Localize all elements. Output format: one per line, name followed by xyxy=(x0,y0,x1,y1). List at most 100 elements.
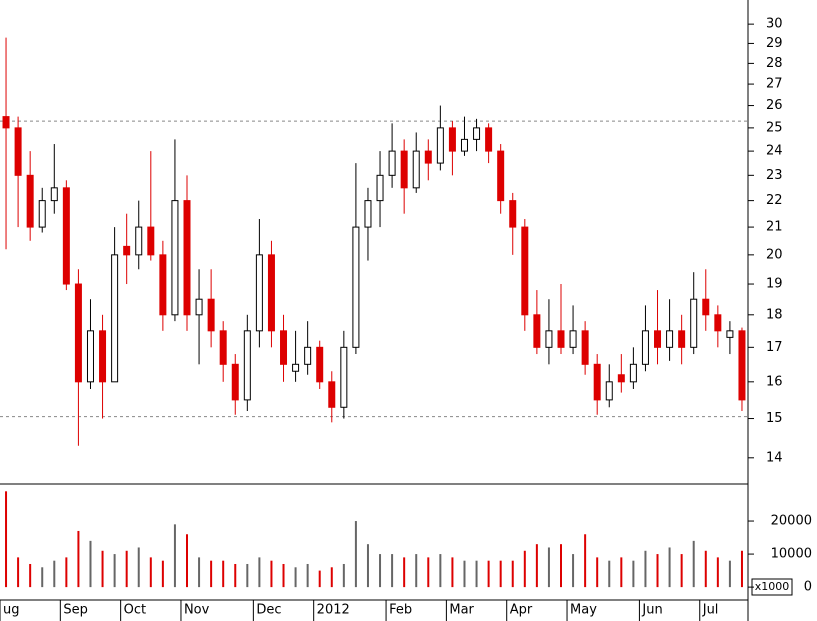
volume-bar xyxy=(330,567,333,588)
volume-bar xyxy=(173,524,176,588)
candle-body xyxy=(219,330,227,365)
candle-body xyxy=(135,226,143,256)
x-tick-label: Jul xyxy=(702,603,719,618)
x-tick-label: ug xyxy=(3,603,20,618)
volume-bar xyxy=(704,550,707,588)
candle-body xyxy=(328,381,336,408)
candle-body xyxy=(509,200,517,228)
volume-bar xyxy=(656,554,659,588)
volume-bar xyxy=(728,560,731,588)
x-tick-label: May xyxy=(570,603,597,618)
volume-bar xyxy=(318,570,321,588)
volume-bar xyxy=(680,554,683,588)
volume-bar xyxy=(439,554,442,588)
candle-body xyxy=(726,330,734,338)
candle-body xyxy=(280,330,288,365)
volume-bar xyxy=(282,563,285,588)
candle-body xyxy=(593,363,601,401)
volume-bar xyxy=(222,560,225,588)
volume-bar xyxy=(246,563,249,588)
candle-body xyxy=(147,226,155,256)
candle-body xyxy=(690,298,698,348)
candle-body xyxy=(412,150,420,189)
candle-body xyxy=(38,200,46,228)
candle-body xyxy=(473,127,481,140)
candle-body xyxy=(231,363,239,401)
volume-bar xyxy=(161,560,164,588)
candle-body xyxy=(62,187,70,285)
x-tick-label: 2012 xyxy=(317,603,350,618)
volume-bar xyxy=(644,550,647,588)
volume-bar xyxy=(487,560,490,588)
volume-bar xyxy=(65,557,68,588)
volume-bar xyxy=(149,557,152,588)
candle-body xyxy=(557,330,565,348)
y-tick-label: 22 xyxy=(766,193,783,208)
volume-bar xyxy=(354,521,357,588)
volume-bar xyxy=(101,550,104,588)
volume-y-tick-label: 10000 xyxy=(771,547,812,562)
volume-bar xyxy=(692,540,695,588)
volume-bar xyxy=(560,544,562,588)
volume-bar xyxy=(234,563,237,588)
candle-body xyxy=(702,298,710,316)
candle-body xyxy=(581,330,589,365)
volume-unit-label: x1000 xyxy=(755,580,790,593)
candle-body xyxy=(99,330,107,383)
volume-bar xyxy=(716,557,719,588)
candle-body xyxy=(617,374,625,383)
volume-bar xyxy=(89,540,92,588)
candle-body xyxy=(533,314,541,348)
volume-bar xyxy=(29,563,32,588)
volume-bar xyxy=(5,491,8,588)
x-tick-label: Apr xyxy=(510,603,533,618)
volume-bar xyxy=(41,567,44,588)
volume-bar xyxy=(572,554,575,588)
y-tick-label: 18 xyxy=(766,307,783,322)
candle-body xyxy=(292,363,300,372)
volume-bar xyxy=(294,567,297,588)
y-tick-label: 20 xyxy=(766,247,783,262)
candle-body xyxy=(569,330,577,348)
volume-bar xyxy=(584,534,587,588)
candle-body xyxy=(678,330,686,348)
candle-body xyxy=(2,116,10,129)
candle-body xyxy=(605,381,613,401)
volume-bar xyxy=(427,557,430,588)
x-tick-label: Nov xyxy=(184,603,210,618)
x-tick-label: Mar xyxy=(449,603,474,618)
y-tick-label: 14 xyxy=(766,450,783,465)
y-tick-label: 15 xyxy=(766,411,783,426)
volume-bar xyxy=(17,557,20,588)
candle-body xyxy=(14,127,22,176)
volume-bar xyxy=(366,544,369,588)
y-tick-label: 17 xyxy=(766,340,783,355)
candle-body xyxy=(243,330,251,401)
volume-bar xyxy=(306,563,309,588)
candle-body xyxy=(400,150,408,189)
candle-body xyxy=(267,254,275,332)
candle-body xyxy=(521,226,529,316)
volume-bar xyxy=(186,534,188,588)
y-tick-label: 16 xyxy=(766,374,783,389)
volume-bar xyxy=(53,560,56,588)
candle-body xyxy=(352,226,360,348)
y-tick-label: 26 xyxy=(766,98,783,113)
candle-body xyxy=(195,298,203,316)
y-tick-label: 21 xyxy=(766,220,783,235)
candle-body xyxy=(159,254,167,316)
candle-body xyxy=(255,254,263,332)
candle-body xyxy=(364,200,372,228)
candle-body xyxy=(304,346,312,365)
volume-bar xyxy=(415,554,418,588)
volume-bar xyxy=(463,560,466,588)
candle-body xyxy=(207,298,215,332)
volume-bar xyxy=(547,547,550,588)
candle-body xyxy=(74,283,82,383)
volume-bar xyxy=(523,550,526,588)
volume-bar xyxy=(210,560,213,588)
candle-body xyxy=(436,127,444,164)
volume-bar xyxy=(137,547,140,588)
candle-body xyxy=(738,330,746,401)
volume-bar xyxy=(596,557,599,588)
